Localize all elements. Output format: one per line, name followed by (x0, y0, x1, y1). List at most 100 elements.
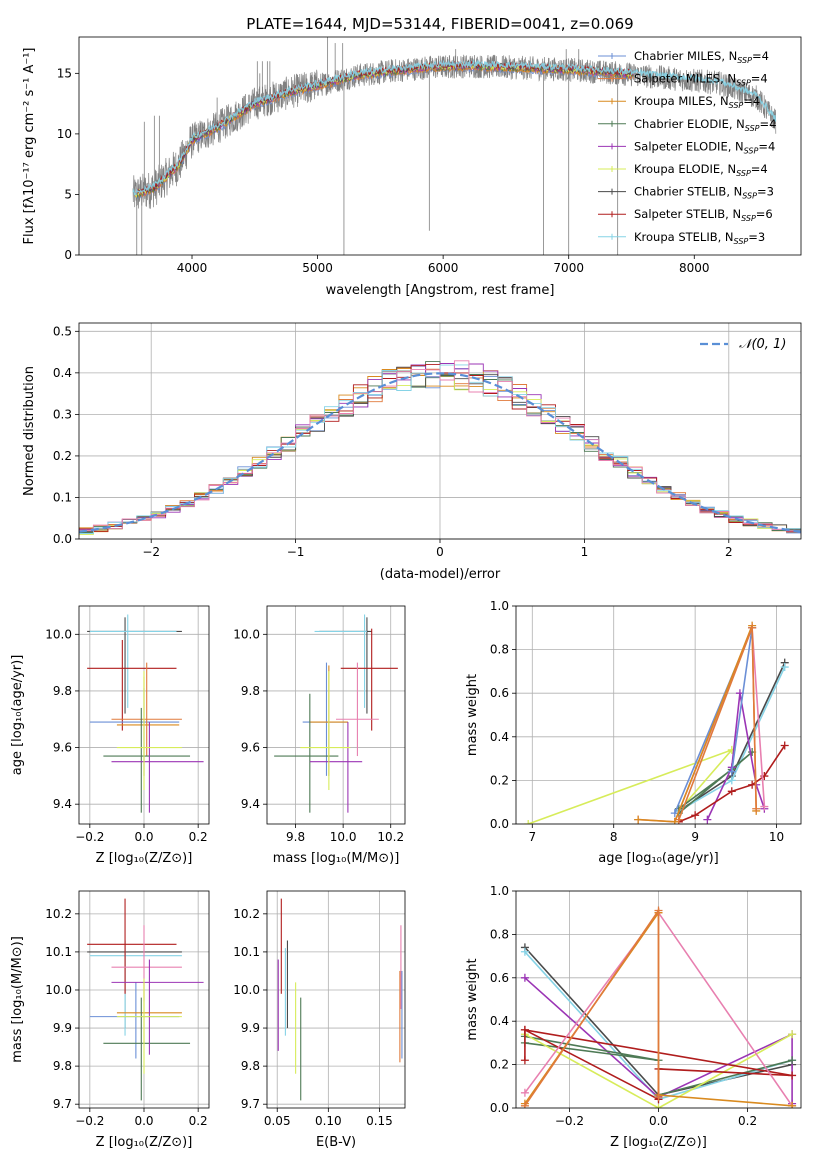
x-tick-label: 1 (581, 545, 589, 559)
errorbar-point (103, 997, 191, 1101)
y-tick-label: 9.8 (53, 684, 72, 698)
y-tick-label: 9.9 (241, 1021, 260, 1035)
x-tick-label: 9.8 (286, 830, 305, 844)
panel-1: 4000 5000 6000 7000 8000 0 5 10 15 Chabrier MILES… (22, 15, 802, 298)
y-axis-label: mass weight (465, 674, 480, 756)
legend-label: Kroupa MILES, NSSP=4 (634, 94, 760, 110)
axes-frame (515, 890, 802, 1109)
weight-point-marker (520, 1088, 529, 1097)
x-tick-label: 0.10 (315, 1114, 342, 1128)
weight-series-line (524, 1033, 793, 1108)
x-tick-label: 8 (610, 830, 618, 844)
y-tick-label: 0.4 (53, 366, 72, 380)
y-tick-label: 9.9 (53, 1021, 72, 1035)
weight-point-marker (654, 1093, 663, 1102)
y-tick-label: 0.2 (53, 449, 72, 463)
errorbar-point (89, 688, 180, 776)
x-tick-label: 10.2 (377, 830, 404, 844)
x-tick-label: 7 (528, 830, 536, 844)
x-tick-label: 9 (691, 830, 699, 844)
x-axis-label: mass [log₁₀(M/M⊙)] (273, 851, 400, 866)
plot-area (87, 898, 204, 1101)
errorbar-point (116, 671, 182, 791)
plot-area (520, 906, 797, 1108)
legend: Chabrier MILES, NSSP=4 Salpeter MILES, NS… (598, 49, 776, 246)
weight-point-marker (520, 973, 529, 982)
legend: 𝒩(0, 1) (700, 337, 786, 352)
x-axis-label: E(B-V) (316, 1135, 356, 1150)
legend-label: Kroupa ELODIE, NSSP=4 (634, 162, 768, 178)
x-axis-label: age [log₁₀(age/yr)] (598, 851, 719, 866)
weight-point-marker (691, 811, 700, 820)
x-tick-label: 0.0 (649, 1114, 668, 1128)
axes-frame (78, 890, 210, 1109)
panel-2: −2 −1 0 1 2 0.0 0.1 0.2 0.3 0.4 0.5 𝒩(0, 1) (data-mo… (22, 322, 802, 582)
y-axis-label: Normed distribution (22, 366, 37, 496)
y-tick-label: 10.2 (45, 907, 72, 921)
weight-series-line (524, 1028, 793, 1101)
weight-point-marker (788, 1101, 797, 1108)
y-tick-label: 10.0 (233, 983, 260, 997)
weight-point-marker (520, 1101, 529, 1108)
y-tick-label: 9.8 (241, 684, 260, 698)
y-tick-label: 0.1 (53, 490, 72, 504)
errorbar-point (111, 662, 182, 757)
weight-point-marker (748, 623, 757, 632)
legend-label: Chabrier ELODIE, NSSP=4 (634, 117, 776, 133)
panel-7: 0.05 0.10 0.15 9.7 9.8 9.9 10.0 10.1 10.2 E(B-V) (233, 890, 406, 1150)
y-tick-label: 0.4 (490, 730, 509, 744)
plot-area (79, 360, 801, 537)
legend-label: Chabrier MILES, NSSP=4 (634, 49, 769, 65)
x-tick-label: 0.15 (366, 1114, 393, 1128)
y-tick-label: 0.3 (53, 407, 72, 421)
chart-title: PLATE=1644, MJD=53144, FIBERID=0041, z=0… (246, 15, 633, 33)
x-tick-label: −2 (142, 545, 160, 559)
y-tick-label: 1.0 (490, 599, 509, 613)
legend-label: Salpeter STELIB, NSSP=6 (634, 207, 773, 223)
x-tick-label: 0.2 (189, 830, 208, 844)
legend-label: Kroupa STELIB, NSSP=3 (634, 230, 765, 246)
plot-area (87, 614, 204, 813)
legend-label: 𝒩(0, 1) (739, 337, 786, 352)
x-tick-label: 0.2 (738, 1114, 757, 1128)
errorbar-point (300, 671, 351, 791)
axes-frame (78, 605, 210, 825)
weight-point-marker (780, 663, 789, 672)
y-tick-label: 9.8 (241, 1059, 260, 1073)
y-tick-label: 0.2 (490, 1058, 509, 1072)
y-tick-label: 10 (57, 127, 72, 141)
y-tick-label: 9.8 (53, 1059, 72, 1073)
x-tick-label: 0.0 (134, 1114, 153, 1128)
y-tick-label: 0.2 (490, 773, 509, 787)
residual-histogram (79, 360, 801, 536)
axes-frame (78, 322, 802, 540)
weight-point-marker (788, 1056, 797, 1065)
plot-area (132, 37, 777, 255)
y-tick-label: 15 (57, 66, 72, 80)
y-tick-label: 1.0 (490, 884, 509, 898)
weight-point-marker (670, 817, 679, 824)
y-tick-label: 0.5 (53, 324, 72, 338)
y-tick-label: 0.0 (490, 1101, 509, 1115)
errorbar-point (87, 639, 177, 731)
y-axis-label: mass [log₁₀(M/M⊙)] (10, 936, 25, 1063)
x-axis-label: Z [log₁₀(Z/Z⊙)] (610, 1135, 707, 1150)
y-tick-label: 0.8 (490, 643, 509, 657)
weight-point-marker (748, 780, 757, 789)
axes-frame (515, 605, 802, 825)
model-spectrum-line (135, 64, 634, 199)
y-tick-label: 9.7 (53, 1097, 72, 1111)
panel-4: 9.8 10.0 10.2 9.4 9.6 9.8 10.0 mass [log₁₀(M/M⊙… (233, 605, 406, 866)
y-tick-label: 9.6 (53, 741, 72, 755)
x-tick-label: 5000 (302, 261, 333, 275)
weight-series-line (524, 977, 793, 1104)
errorbar-point (274, 693, 339, 813)
x-tick-label: 0.0 (134, 830, 153, 844)
x-tick-label: 0.2 (189, 1114, 208, 1128)
weight-point-marker (654, 1104, 663, 1108)
weight-series-line (678, 745, 786, 823)
legend-label: Salpeter ELODIE, NSSP=4 (634, 139, 775, 155)
x-tick-label: 8000 (679, 261, 710, 275)
weight-point-marker (780, 741, 789, 750)
weight-series-line (658, 1059, 793, 1096)
